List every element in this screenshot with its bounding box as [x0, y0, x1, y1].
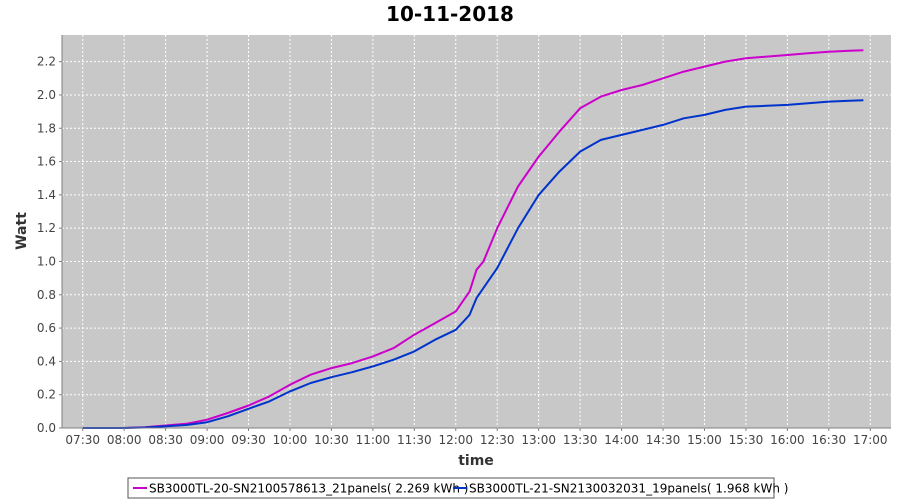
legend-items: SB3000TL-20-SN2100578613_21panels( 2.269…: [133, 482, 788, 496]
x-tick-label: 12:30: [480, 433, 515, 447]
y-tick-label: 0.6: [37, 321, 56, 335]
plot-area: [62, 35, 891, 428]
grid: [62, 35, 891, 429]
series-line-2: [82, 99, 864, 429]
y-tick-label: 0.4: [37, 354, 56, 368]
x-tick-label: 14:30: [646, 433, 681, 447]
x-tick-label: 15:00: [687, 433, 722, 447]
legend-label-2: SB3000TL-21-SN2130032031_19panels( 1.968…: [469, 482, 788, 496]
x-tick-label: 16:00: [770, 433, 805, 447]
y-tick-label: 1.8: [37, 121, 56, 135]
legend: SB3000TL-20-SN2100578613_21panels( 2.269…: [127, 477, 788, 499]
x-tick-label: 11:00: [356, 433, 391, 447]
x-tick-label: 12:00: [438, 433, 473, 447]
legend-box: [127, 477, 775, 499]
x-tick-label: 09:30: [231, 433, 266, 447]
x-tick-label: 09:00: [190, 433, 225, 447]
y-tick-label: 1.2: [37, 221, 56, 235]
y-tick-label: 1.4: [37, 188, 56, 202]
y-tick-label: 1.0: [37, 254, 56, 268]
legend-label-1: SB3000TL-20-SN2100578613_21panels( 2.269…: [149, 482, 468, 496]
y-tick-label: 2.0: [37, 88, 56, 102]
x-tick-label: 10:30: [314, 433, 349, 447]
x-tick-label: 08:00: [107, 433, 142, 447]
x-tick-label: 14:00: [604, 433, 639, 447]
chart-title: 10-11-2018: [386, 2, 514, 26]
x-axis-label: time: [458, 453, 494, 469]
series-line-1: [82, 49, 864, 429]
x-tick-label: 07:30: [65, 433, 100, 447]
x-tick-label: 17:00: [853, 433, 888, 447]
y-tick-label: 0.0: [37, 421, 56, 435]
y-ticks: 0.0 0.2 0.4 0.6 0.8 1.0 1.2 1.4 1.6 1.8 2.0 2.2: [37, 55, 62, 435]
series-lines: [82, 49, 864, 429]
y-tick-label: 0.8: [37, 288, 56, 302]
x-ticks: 07:30 08:00 08:30 09:00 09:30 10:00 10:30 11:00…: [65, 428, 888, 447]
y-tick-label: 1.6: [37, 155, 56, 169]
x-tick-label: 13:30: [563, 433, 598, 447]
y-axis-label: Watt: [14, 212, 30, 250]
x-tick-label: 08:30: [148, 433, 183, 447]
x-tick-label: 11:30: [397, 433, 432, 447]
y-tick-label: 2.2: [37, 55, 56, 69]
x-tick-label: 10:00: [273, 433, 308, 447]
x-tick-label: 16:30: [812, 433, 847, 447]
x-tick-label: 15:30: [729, 433, 764, 447]
y-tick-label: 0.2: [37, 388, 56, 402]
x-tick-label: 13:00: [521, 433, 556, 447]
